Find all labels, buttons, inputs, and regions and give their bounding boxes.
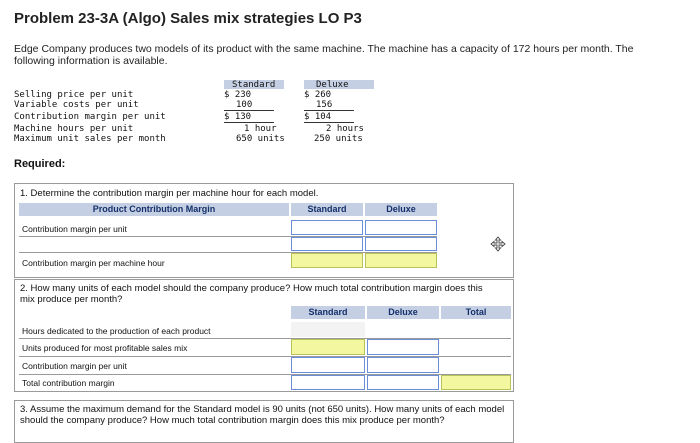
given-standard-value: 100 (236, 100, 253, 110)
deluxe-header-bar (304, 80, 374, 89)
machine-hours-standard-input[interactable] (291, 237, 363, 251)
total-cm-deluxe-input[interactable] (367, 375, 439, 390)
part2-col-standard: Standard (291, 306, 365, 319)
given-deluxe-value: 250 units (314, 134, 363, 144)
part1-row-label: Contribution margin per machine hour (22, 258, 165, 268)
cm-per-unit-standard-input[interactable] (291, 220, 363, 235)
given-col-standard: Standard (232, 80, 276, 90)
row-divider (19, 356, 511, 357)
total-cm-total-input[interactable] (441, 375, 511, 390)
cm-unit-deluxe-input[interactable] (367, 357, 439, 373)
cm-unit-standard-input[interactable] (291, 357, 365, 373)
move-arrows-icon[interactable] (490, 236, 506, 252)
part2-col-total: Total (441, 306, 511, 319)
disabled-cell (291, 322, 365, 337)
part2-row-label: Total contribution margin (22, 378, 115, 388)
given-deluxe-value: $ 260 (304, 90, 332, 100)
subtotal-underline (224, 110, 274, 111)
row-divider (19, 338, 511, 339)
part2-col-deluxe: Deluxe (367, 306, 439, 319)
row-divider (19, 374, 511, 375)
part2-row-label: Units produced for most profitable sales… (22, 343, 188, 353)
given-deluxe-value: $ 104 (304, 112, 332, 122)
given-standard-value: $ 130 (224, 112, 252, 122)
part2-question: 2. How many units of each model should t… (20, 283, 483, 305)
given-row-label: Selling price per unit (14, 90, 134, 100)
total-underline (304, 122, 354, 123)
given-data-table: Standard Deluxe Selling price per unit $… (14, 80, 384, 150)
given-deluxe-value: 2 hours (326, 124, 364, 134)
cm-per-hour-standard-input[interactable] (291, 253, 363, 268)
part2-row-label: Contribution margin per unit (22, 361, 127, 371)
given-col-deluxe: Deluxe (316, 80, 349, 90)
units-deluxe-input[interactable] (367, 339, 439, 355)
problem-intro: Edge Company produces two models of its … (14, 43, 634, 67)
given-deluxe-value: 156 (316, 100, 333, 110)
part2-panel: 2. How many units of each model should t… (14, 279, 514, 392)
row-divider (19, 252, 437, 253)
given-standard-value: 650 units (236, 134, 285, 144)
given-standard-value: $ 230 (224, 90, 252, 100)
part3-panel: 3. Assume the maximum demand for the Sta… (14, 400, 514, 443)
given-row-label: Maximum unit sales per month (14, 134, 166, 144)
part1-col-deluxe: Deluxe (365, 203, 437, 216)
part3-question: 3. Assume the maximum demand for the Sta… (20, 404, 505, 426)
part2-row-label: Hours dedicated to the production of eac… (22, 326, 211, 336)
subtotal-underline (304, 110, 354, 111)
part1-row-label: Contribution margin per unit (22, 224, 127, 234)
part1-col-standard: Standard (291, 203, 363, 216)
units-standard-input[interactable] (291, 339, 365, 355)
total-underline (224, 122, 274, 123)
standard-header-bar (224, 80, 284, 89)
given-standard-value: 1 hour (244, 124, 277, 134)
required-heading: Required: (14, 158, 66, 170)
machine-hours-deluxe-input[interactable] (365, 237, 437, 251)
cm-per-hour-deluxe-input[interactable] (365, 253, 437, 268)
part1-header-label: Product Contribution Margin (19, 203, 289, 216)
given-row-label: Machine hours per unit (14, 124, 134, 134)
cm-per-unit-deluxe-input[interactable] (365, 220, 437, 235)
total-cm-standard-input[interactable] (291, 375, 365, 390)
part1-panel: 1. Determine the contribution margin per… (14, 183, 514, 278)
given-row-label: Variable costs per unit (14, 100, 139, 110)
row-divider (19, 236, 437, 237)
part1-question: 1. Determine the contribution margin per… (20, 188, 319, 199)
given-row-label: Contribution margin per unit (14, 112, 166, 122)
problem-title: Problem 23-3A (Algo) Sales mix strategie… (14, 10, 362, 27)
